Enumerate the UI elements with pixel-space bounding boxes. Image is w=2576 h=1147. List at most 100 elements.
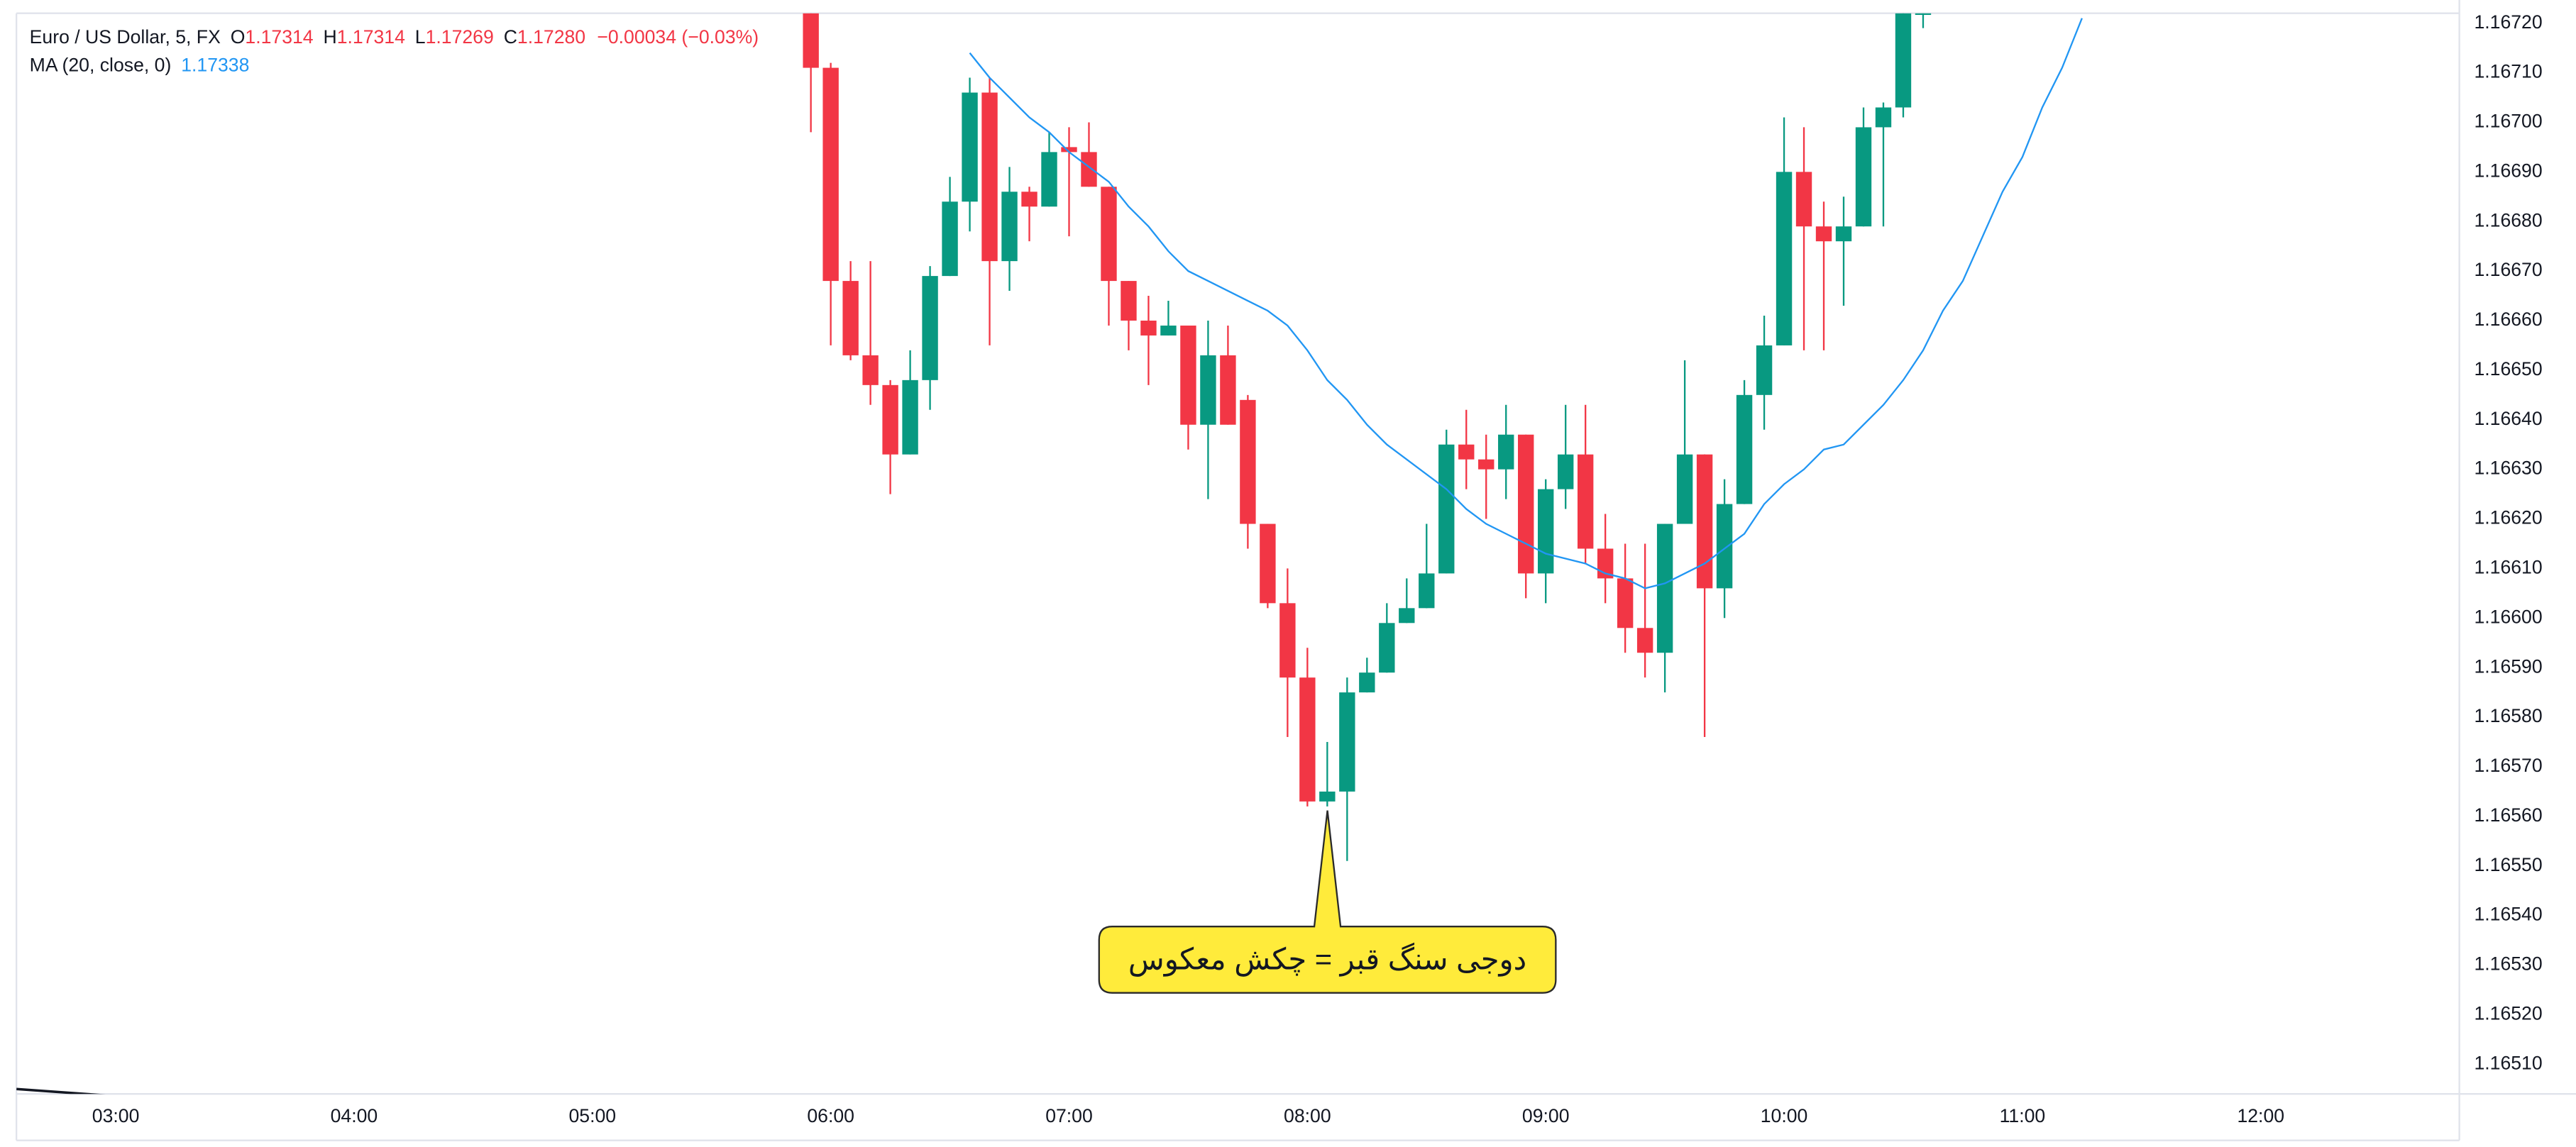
x-tick-label: 11:00 [2000,1105,2046,1126]
candle-body [981,92,998,262]
plot-area [16,13,2083,1095]
candle-body [1299,677,1316,802]
y-tick-label: 1.16700 [2474,110,2542,131]
candle-body [1656,523,1673,653]
y-tick-label: 1.16520 [2474,1002,2542,1024]
candle-body [1379,623,1395,673]
ohlc-label: L [415,26,426,48]
candle-body [1160,325,1177,336]
y-tick-label: 1.16620 [2474,507,2542,528]
ohlc-label: H [324,26,337,48]
candle-body [1438,444,1455,574]
moving-average-line [969,18,2083,589]
change: −0.00034 (−0.03%) [597,26,759,48]
candle-body [842,281,859,355]
y-tick-label: 1.16570 [2474,755,2542,776]
candle-body [1776,172,1793,345]
candle-body [1895,13,1912,108]
candle-body [1419,573,1435,609]
ohlc-value: 1.17314 [245,26,313,48]
candle-body [1101,187,1117,282]
y-tick-label: 1.16640 [2474,408,2542,429]
y-tick-label: 1.16580 [2474,705,2542,726]
candle-body [803,13,819,68]
ohlc-value: 1.17280 [517,26,585,48]
y-tick-label: 1.16690 [2474,160,2542,181]
candle-body [1458,444,1475,460]
candle-body [1200,355,1216,425]
candle-body [1617,578,1634,628]
y-tick-label: 1.16590 [2474,655,2542,677]
candle-body [822,67,839,282]
y-tick-label: 1.16680 [2474,209,2542,231]
y-tick-label: 1.16650 [2474,358,2542,379]
ohlc-value: 1.17314 [337,26,405,48]
candle-body [962,92,978,202]
x-tick-label: 08:00 [1284,1105,1331,1126]
x-tick-label: 03:00 [92,1105,140,1126]
x-tick-label: 06:00 [807,1105,854,1126]
candle-body [1676,454,1693,524]
indicator-value: 1.17338 [181,54,249,75]
x-tick-label: 05:00 [568,1105,616,1126]
candle-body [1815,226,1832,242]
candle-body [1696,454,1713,589]
ohlc-label: O [231,26,246,48]
candle-body [1538,489,1554,574]
candle-body [902,379,918,455]
annotation-callout: دوجی سنگ قبر = چکش معکوس [1098,810,1557,994]
candle-body [1041,152,1057,207]
annotation-text: دوجی سنگ قبر = چکش معکوس [1128,942,1526,976]
y-tick-label: 1.16530 [2474,953,2542,975]
candle-body [1021,192,1037,207]
indicator-line[interactable]: MA (20, close, 0) 1.17338 [30,54,250,75]
candle-body [862,355,879,385]
y-tick-label: 1.16710 [2474,61,2542,82]
symbol: Euro / US Dollar, 5, FX [30,26,221,48]
candle-body [1279,603,1296,678]
candle-body [1756,345,1773,395]
x-tick-label: 04:00 [331,1105,378,1126]
y-tick-label: 1.16510 [2474,1052,2542,1073]
candle-body [1399,608,1415,624]
callout-box [1098,810,1557,994]
y-tick-label: 1.16670 [2474,259,2542,280]
candle-body [1915,13,1932,16]
candle-body [1121,281,1137,321]
ohlc-label: C [504,26,517,48]
candle-body [1220,355,1236,425]
candle-body [1478,459,1495,470]
axes: 1.16720 1.16710 1.16700 1.16690 1.16680 1.166… [92,11,2543,1126]
candle-body [1339,692,1355,792]
candle-body [1061,147,1077,153]
candle-body [1736,394,1753,504]
header-line: Euro / US Dollar, 5, FX O1.17314 H1.17314 L… [30,26,759,48]
drawing-line [16,1087,103,1095]
candle-body [1577,454,1594,549]
indicator-name: MA (20, close, 0) [30,54,172,75]
candle-body [1855,127,1872,227]
x-tick-label: 07:00 [1045,1105,1093,1126]
candle-body [1795,172,1812,227]
candle-body [1319,791,1336,802]
x-tick-label: 10:00 [1761,1105,1808,1126]
candle-body [1716,504,1733,589]
candle-body [1636,628,1653,653]
y-tick-label: 1.16600 [2474,606,2542,627]
candle-body [1180,325,1196,425]
candle-body [1498,434,1514,470]
candle-body [942,201,958,277]
y-tick-label: 1.16540 [2474,904,2542,925]
candle-body [1518,434,1534,574]
candle-body [1001,192,1018,262]
candle-body [1260,523,1276,604]
candle-body [1359,672,1375,693]
candle-body [1240,399,1256,524]
x-tick-label: 12:00 [2237,1105,2284,1126]
y-tick-label: 1.16720 [2474,11,2542,33]
candle-body [1081,152,1097,187]
ohlc-value: 1.17269 [426,26,494,48]
y-tick-label: 1.16660 [2474,309,2542,330]
candle-body [1140,320,1157,336]
candle-body [1835,226,1852,242]
